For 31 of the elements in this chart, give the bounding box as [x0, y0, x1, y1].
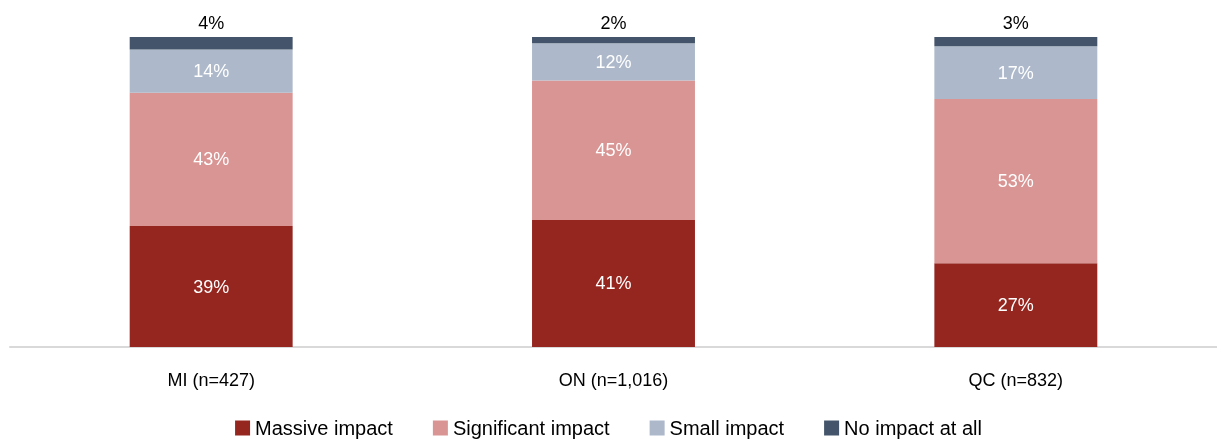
bar	[934, 37, 1098, 47]
data-label: 53%	[997, 171, 1034, 192]
data-label: 43%	[193, 149, 230, 170]
bar	[934, 46, 1098, 99]
data-label: 14%	[193, 61, 230, 82]
bar	[129, 37, 293, 50]
x-tick-label: MI (n=427)	[167, 370, 255, 390]
data-label: 2%	[600, 13, 627, 33]
data-label: 45%	[595, 140, 632, 161]
data-label: 4%	[198, 13, 225, 33]
data-label: 41%	[595, 273, 632, 294]
data-label: 12%	[595, 51, 632, 72]
bar	[532, 43, 695, 81]
data-label: 17%	[997, 62, 1034, 83]
bar	[129, 49, 293, 93]
bar	[532, 37, 695, 44]
x-tick-label: ON (n=1,016)	[558, 370, 669, 390]
bar	[532, 219, 695, 347]
legend-label: Significant impact	[452, 417, 611, 439]
bar	[934, 99, 1098, 264]
legend-label: Massive impact	[255, 417, 394, 439]
x-tick-label: QC (n=832)	[968, 370, 1064, 390]
data-label: 3%	[1002, 13, 1029, 33]
legend-label: Small impact	[669, 417, 785, 439]
data-label: 27%	[997, 295, 1034, 316]
bar	[532, 80, 695, 220]
bar	[934, 263, 1098, 347]
legend-label: No impact at all	[844, 417, 982, 439]
data-label: 39%	[193, 276, 230, 297]
bar	[129, 226, 293, 347]
bar	[129, 92, 293, 227]
